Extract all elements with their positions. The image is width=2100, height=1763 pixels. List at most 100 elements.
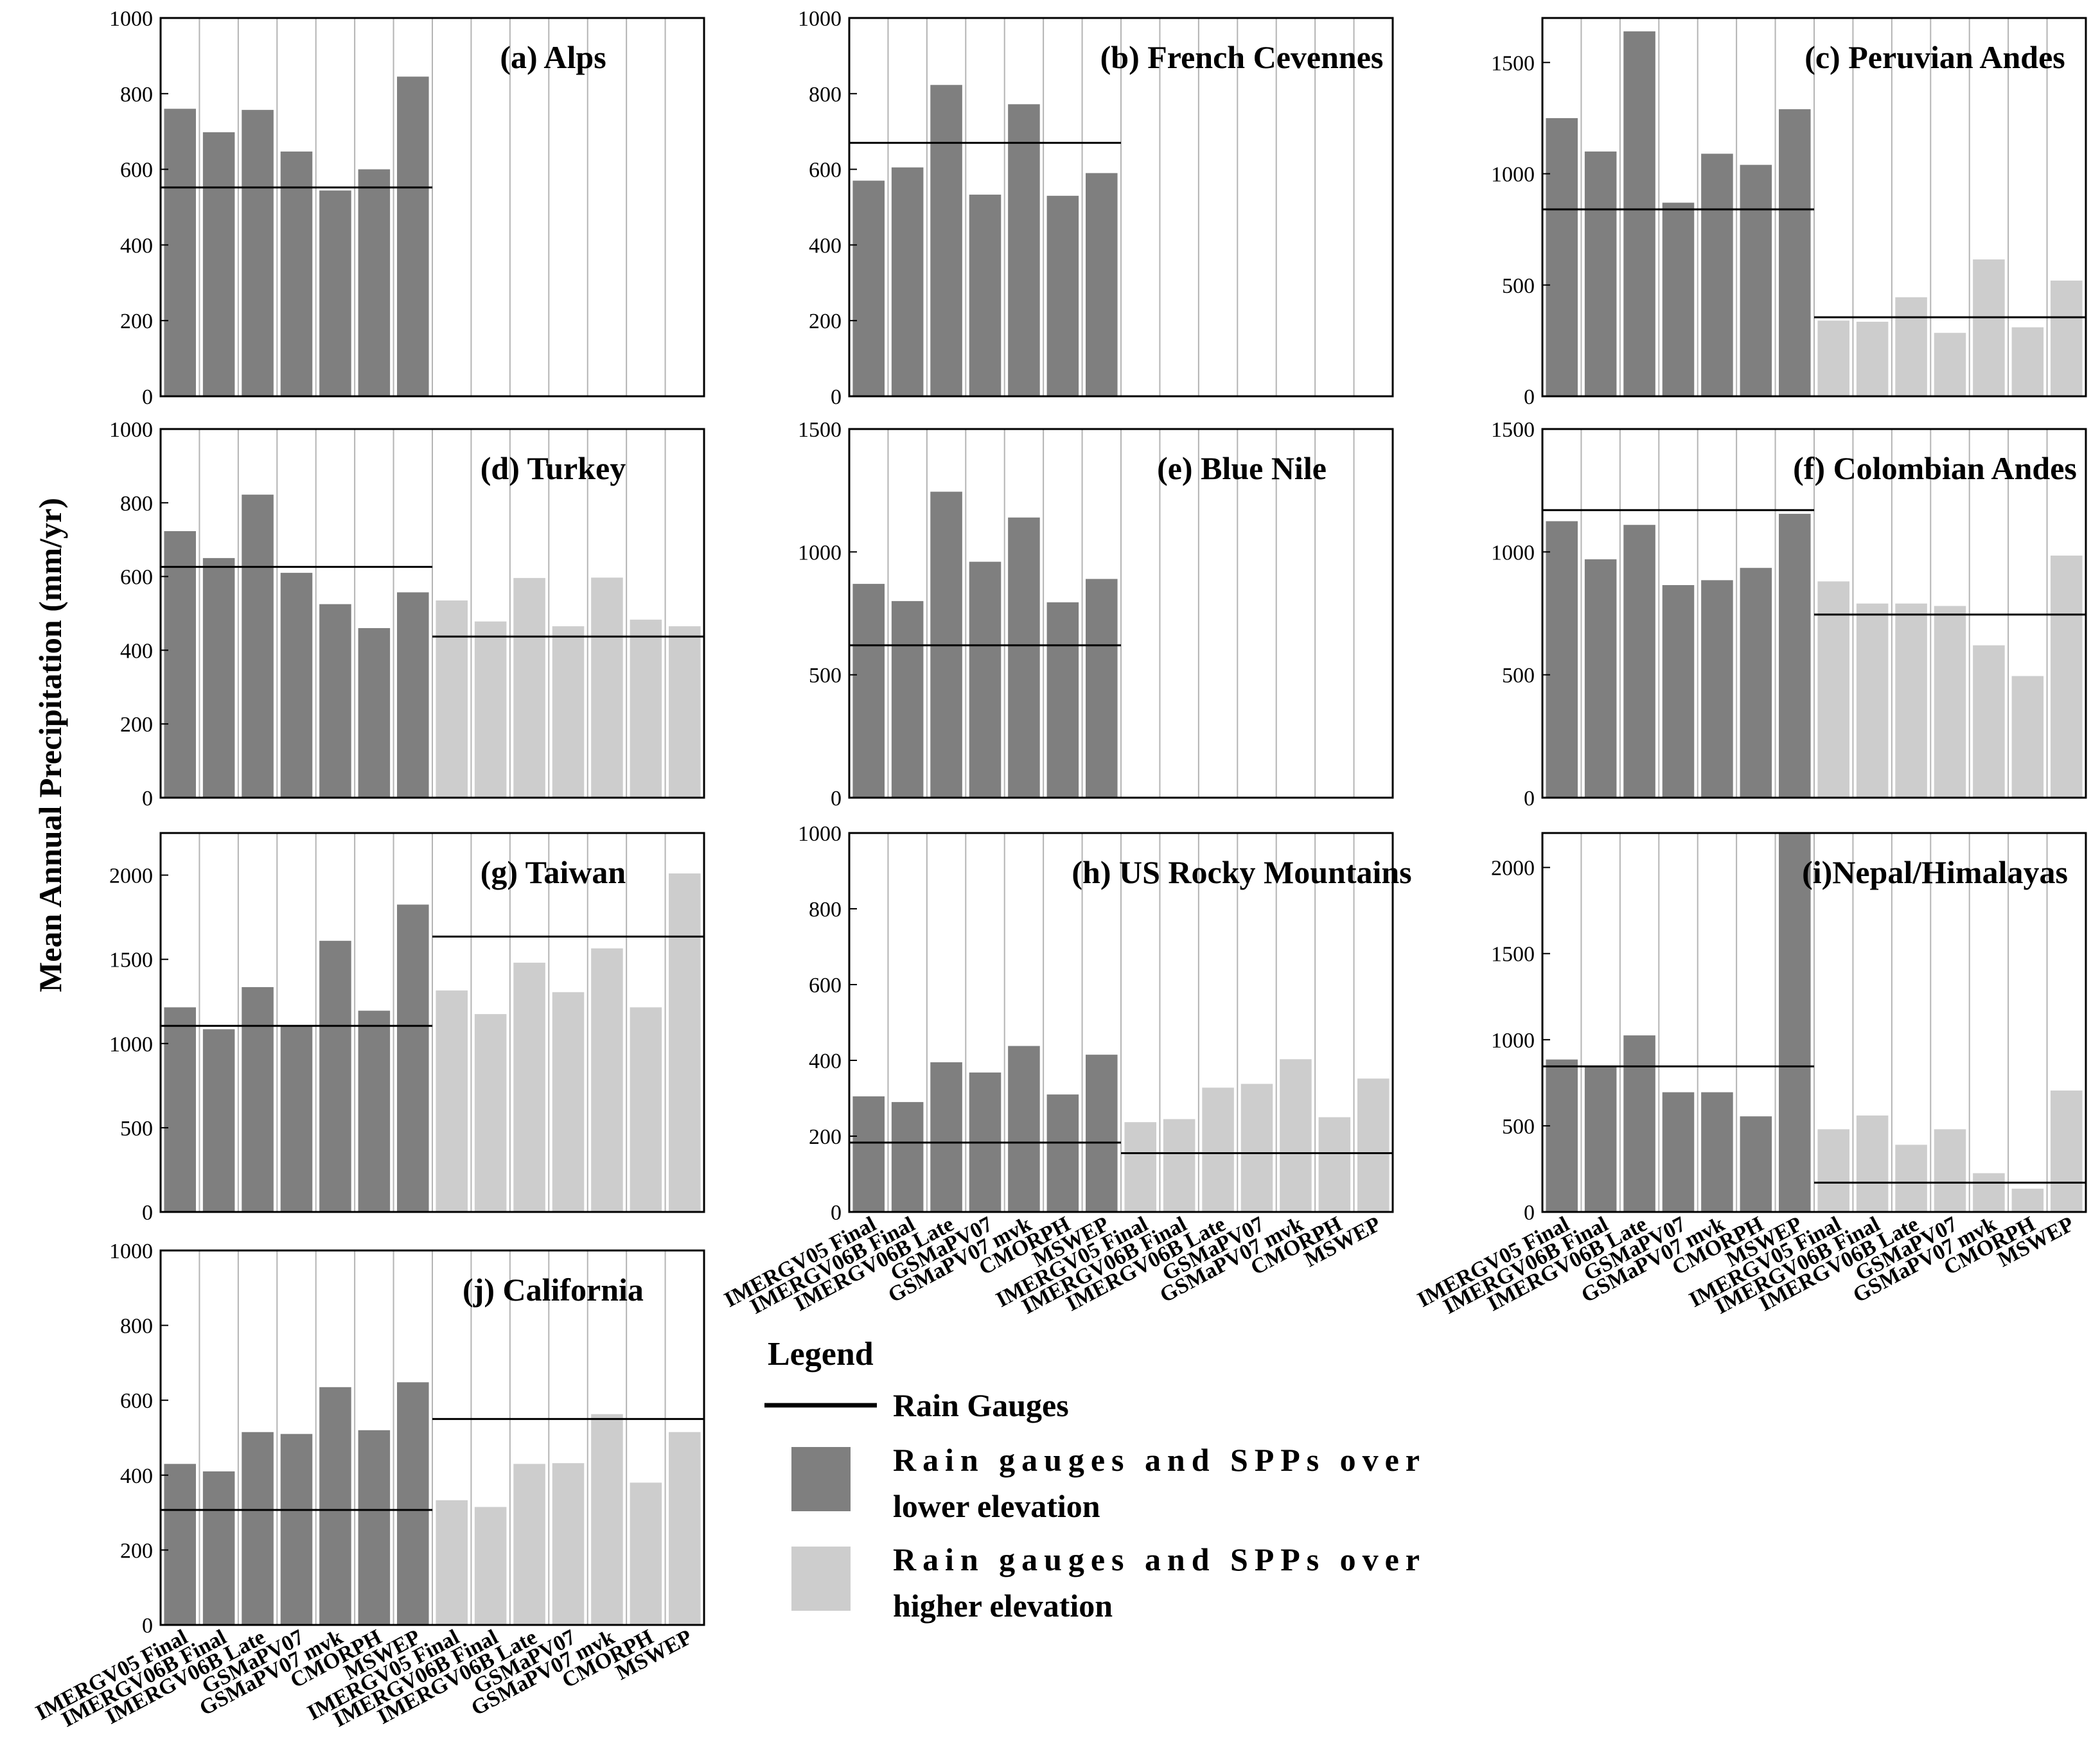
bar-high-2 — [474, 621, 507, 798]
bar-high-6 — [630, 1482, 662, 1625]
bar-high-7 — [669, 1432, 701, 1625]
bar-low-7 — [1086, 173, 1118, 396]
y-tick-label: 1000 — [1491, 1029, 1535, 1053]
bar-high-1 — [1817, 581, 1849, 798]
bar-low-1 — [1546, 118, 1578, 397]
panel-a: 0 200 400 600 800 1000 (a) Alps — [109, 7, 705, 409]
bar-high-5 — [591, 1414, 623, 1625]
y-tick-label: 800 — [120, 492, 153, 516]
bar-low-7 — [397, 592, 429, 798]
y-tick-label: 500 — [120, 1117, 153, 1141]
y-tick-label: 600 — [120, 1389, 153, 1413]
y-tick-label: 1000 — [109, 1240, 153, 1263]
bar-low-2 — [891, 601, 924, 798]
bar-high-7 — [669, 626, 701, 798]
plot-frame — [159, 832, 705, 1213]
bar-low-5 — [319, 1387, 351, 1625]
bar-low-2 — [202, 1029, 235, 1212]
bar-low-5 — [319, 940, 351, 1212]
legend-high-line1: Rain gauges and SPPs over — [893, 1541, 1420, 1577]
legend: Legend Rain Gauges Rain gauges and SPPs … — [764, 1336, 1420, 1624]
bar-low-4 — [969, 195, 1001, 396]
y-tick-label: 500 — [1502, 274, 1535, 298]
bar-high-6 — [2011, 676, 2044, 798]
bar-high-7 — [2051, 1090, 2083, 1212]
bar-high-3 — [1895, 297, 1927, 396]
y-tick-label: 1000 — [109, 1033, 153, 1057]
bar-high-3 — [513, 1464, 545, 1625]
plot-frame — [159, 428, 705, 799]
bar-low-3 — [242, 495, 274, 798]
bar-high-3 — [513, 577, 545, 798]
legend-low-line1: Rain gauges and SPPs over — [893, 1442, 1420, 1478]
bar-low-6 — [1740, 568, 1772, 798]
y-tick-label: 0 — [831, 385, 842, 409]
legend-gauge-label: Rain Gauges — [893, 1387, 1069, 1423]
bar-high-5 — [1280, 1059, 1312, 1212]
bar-low-6 — [1740, 1116, 1772, 1212]
y-tick-label: 600 — [809, 974, 842, 997]
bar-high-2 — [474, 1013, 507, 1212]
plot-frame — [1541, 17, 2087, 398]
panel-title: (h) US Rocky Mountains — [1072, 854, 1411, 890]
bar-high-5 — [591, 577, 623, 798]
y-tick-label: 200 — [120, 713, 153, 737]
y-tick-label: 200 — [120, 310, 153, 333]
bar-low-2 — [1584, 151, 1617, 396]
bar-low-3 — [242, 1432, 274, 1625]
bar-high-6 — [630, 1007, 662, 1212]
bar-high-7 — [1357, 1078, 1390, 1212]
bar-low-4 — [1662, 1092, 1695, 1212]
y-tick-label: 1500 — [798, 418, 842, 442]
bar-low-7 — [1779, 514, 1811, 798]
y-tick-label: 800 — [120, 1315, 153, 1338]
plot-frame — [1541, 832, 2087, 1213]
bar-low-4 — [1662, 202, 1695, 396]
y-tick-label: 800 — [809, 898, 842, 922]
bar-high-7 — [2051, 556, 2083, 798]
bar-low-5 — [1701, 580, 1733, 798]
y-tick-label: 400 — [120, 234, 153, 258]
bar-high-1 — [436, 990, 468, 1212]
bar-low-7 — [397, 76, 429, 397]
bar-low-6 — [358, 627, 391, 798]
bar-high-2 — [1856, 603, 1889, 798]
bar-low-4 — [280, 572, 313, 798]
bar-low-5 — [1008, 1046, 1040, 1212]
bar-low-7 — [1779, 109, 1811, 396]
y-tick-label: 600 — [809, 159, 842, 182]
bar-high-1 — [1124, 1122, 1156, 1212]
y-tick-label: 1500 — [1491, 51, 1535, 75]
panel-title: (c) Peruvian Andes — [1804, 39, 2065, 75]
plot-frame — [159, 1249, 705, 1626]
bar-low-4 — [280, 1434, 313, 1625]
legend-title: Legend — [768, 1336, 874, 1373]
y-tick-label: 1500 — [1491, 418, 1535, 442]
y-tick-label: 2000 — [109, 864, 153, 888]
y-tick-label: 0 — [831, 1201, 842, 1225]
y-tick-label: 400 — [120, 639, 153, 663]
panel-b: 0 200 400 600 800 1000 (b) French Cevennes — [798, 7, 1394, 409]
bar-low-5 — [319, 604, 351, 798]
bar-high-5 — [1973, 645, 2005, 798]
y-tick-label: 500 — [809, 664, 842, 688]
bar-low-6 — [358, 1010, 391, 1212]
panel-title: (j) California — [463, 1272, 644, 1308]
bar-high-6 — [1318, 1117, 1351, 1212]
y-tick-label: 0 — [142, 1614, 153, 1638]
panel-title: (b) French Cevennes — [1100, 39, 1384, 75]
plot-frame — [159, 17, 705, 398]
bar-low-2 — [891, 1101, 924, 1212]
bar-high-3 — [1202, 1087, 1234, 1212]
y-tick-label: 400 — [809, 234, 842, 258]
bar-high-6 — [630, 619, 662, 798]
panel-f: 0 500 1000 1500 (f) Colombian Andes — [1491, 418, 2087, 811]
panel-title: (f) Colombian Andes — [1793, 450, 2077, 486]
bar-low-4 — [969, 561, 1001, 798]
bar-low-5 — [1008, 104, 1040, 397]
bar-high-3 — [513, 962, 545, 1212]
panel-title: (a) Alps — [500, 39, 606, 75]
bar-high-2 — [1856, 1115, 1889, 1212]
